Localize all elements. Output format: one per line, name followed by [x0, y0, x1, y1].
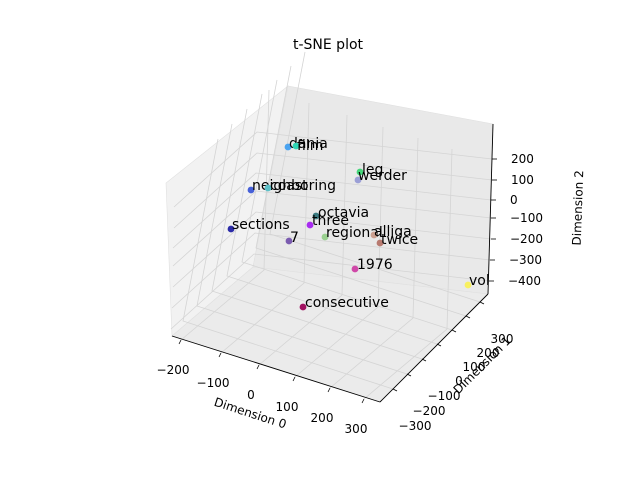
x-axis-line [171, 335, 381, 403]
data-point [264, 184, 272, 192]
x-grid-line [258, 114, 348, 366]
y-axis-label: Dimension 1 [451, 334, 514, 397]
z-tick-label: −200 [510, 232, 543, 246]
z-grid-line [172, 172, 492, 249]
x-grid-line [363, 148, 453, 400]
x-tick [218, 352, 222, 358]
data-point-label: neighboring [252, 178, 336, 194]
grid-lines [170, 51, 493, 400]
chart-title: t-SNE plot [293, 37, 364, 53]
x-tick-label: 100 [276, 400, 299, 414]
z-grid-line [172, 190, 492, 267]
x-tick [327, 387, 331, 393]
z-tick-label: −100 [510, 211, 543, 225]
data-point-label: sections [232, 217, 290, 233]
y-tick [436, 343, 442, 347]
y-axis-line [379, 293, 489, 403]
y-tick [421, 358, 427, 362]
x-tick-label: −200 [157, 363, 190, 377]
x-tick-label: −100 [197, 376, 230, 390]
data-point [312, 212, 320, 220]
x-tick-label: 300 [345, 422, 368, 436]
data-point-label: film [297, 138, 323, 154]
data-point-label: 7 [290, 230, 299, 246]
x-grid-line [329, 137, 419, 389]
x-grid-line [180, 89, 270, 341]
z-tick-label: −400 [508, 274, 541, 288]
scatter-points: daniafilmlegwerderneighboringcoastoctavi… [227, 136, 490, 311]
data-point-label: three [312, 213, 349, 229]
data-point [247, 186, 255, 194]
data-point [227, 225, 235, 233]
data-point [284, 143, 292, 151]
y-tick [465, 315, 471, 319]
data-point [306, 221, 314, 229]
axis-lines [171, 123, 494, 403]
data-point [376, 239, 384, 247]
z-tick-label: 100 [511, 173, 534, 187]
x-tick [361, 398, 365, 404]
data-point-label: octavia [318, 205, 369, 221]
y-tick-label: 300 [491, 332, 514, 346]
x-tick [292, 376, 296, 382]
x-tick-label: 200 [311, 411, 334, 425]
z-tick-label: 200 [511, 152, 534, 166]
data-point [299, 303, 307, 311]
data-point [356, 168, 364, 176]
x-tick-label: 0 [247, 388, 255, 402]
data-point-label: consecutive [305, 295, 389, 311]
y-tick [451, 329, 457, 333]
y-tick-label: −200 [413, 404, 446, 418]
z-grid-line [171, 232, 491, 309]
y-tick-label: 100 [463, 360, 486, 374]
y-tick [406, 373, 412, 377]
z-grid-line [172, 211, 492, 288]
axes-panes [165, 85, 494, 403]
z-grid-line [170, 253, 490, 330]
data-point-label: vol [469, 273, 490, 289]
data-point-label: alliga [374, 224, 412, 240]
z-axis-label: Dimension 2 [570, 170, 587, 246]
data-point-label: coast [270, 178, 308, 194]
z-grid-line [173, 152, 493, 229]
x-grid-line [220, 102, 310, 354]
y-grid-line [255, 65, 467, 317]
data-point [292, 142, 300, 150]
y-grid-line [182, 138, 394, 390]
y-grid-line [269, 51, 481, 303]
data-point [285, 237, 293, 245]
z-grid-line [173, 131, 493, 208]
y-tick [479, 301, 485, 305]
data-point-label: leg [362, 162, 383, 178]
data-point-label: regional [326, 225, 383, 241]
y-tick [392, 388, 398, 392]
data-point [354, 176, 362, 184]
z-tick-label: 0 [510, 193, 518, 207]
z-tick-label: −300 [509, 253, 542, 267]
x-tick [178, 339, 182, 345]
y-grid-line [211, 108, 423, 360]
data-point-label: twice [381, 232, 418, 248]
y-grid-line [241, 79, 453, 331]
data-point [370, 231, 378, 239]
y-tick-label: 200 [477, 346, 500, 360]
data-point [464, 281, 472, 289]
data-point [321, 233, 329, 241]
y-tick-label: −100 [428, 389, 461, 403]
data-point [351, 265, 359, 273]
data-point-label: werder [358, 168, 407, 184]
y-grid-line [226, 93, 438, 345]
data-point-label: 1976 [357, 257, 393, 273]
z-axis-line [487, 123, 494, 295]
y-tick-label: −300 [399, 419, 432, 433]
x-tick [256, 364, 260, 370]
y-tick-label: 0 [455, 374, 463, 388]
